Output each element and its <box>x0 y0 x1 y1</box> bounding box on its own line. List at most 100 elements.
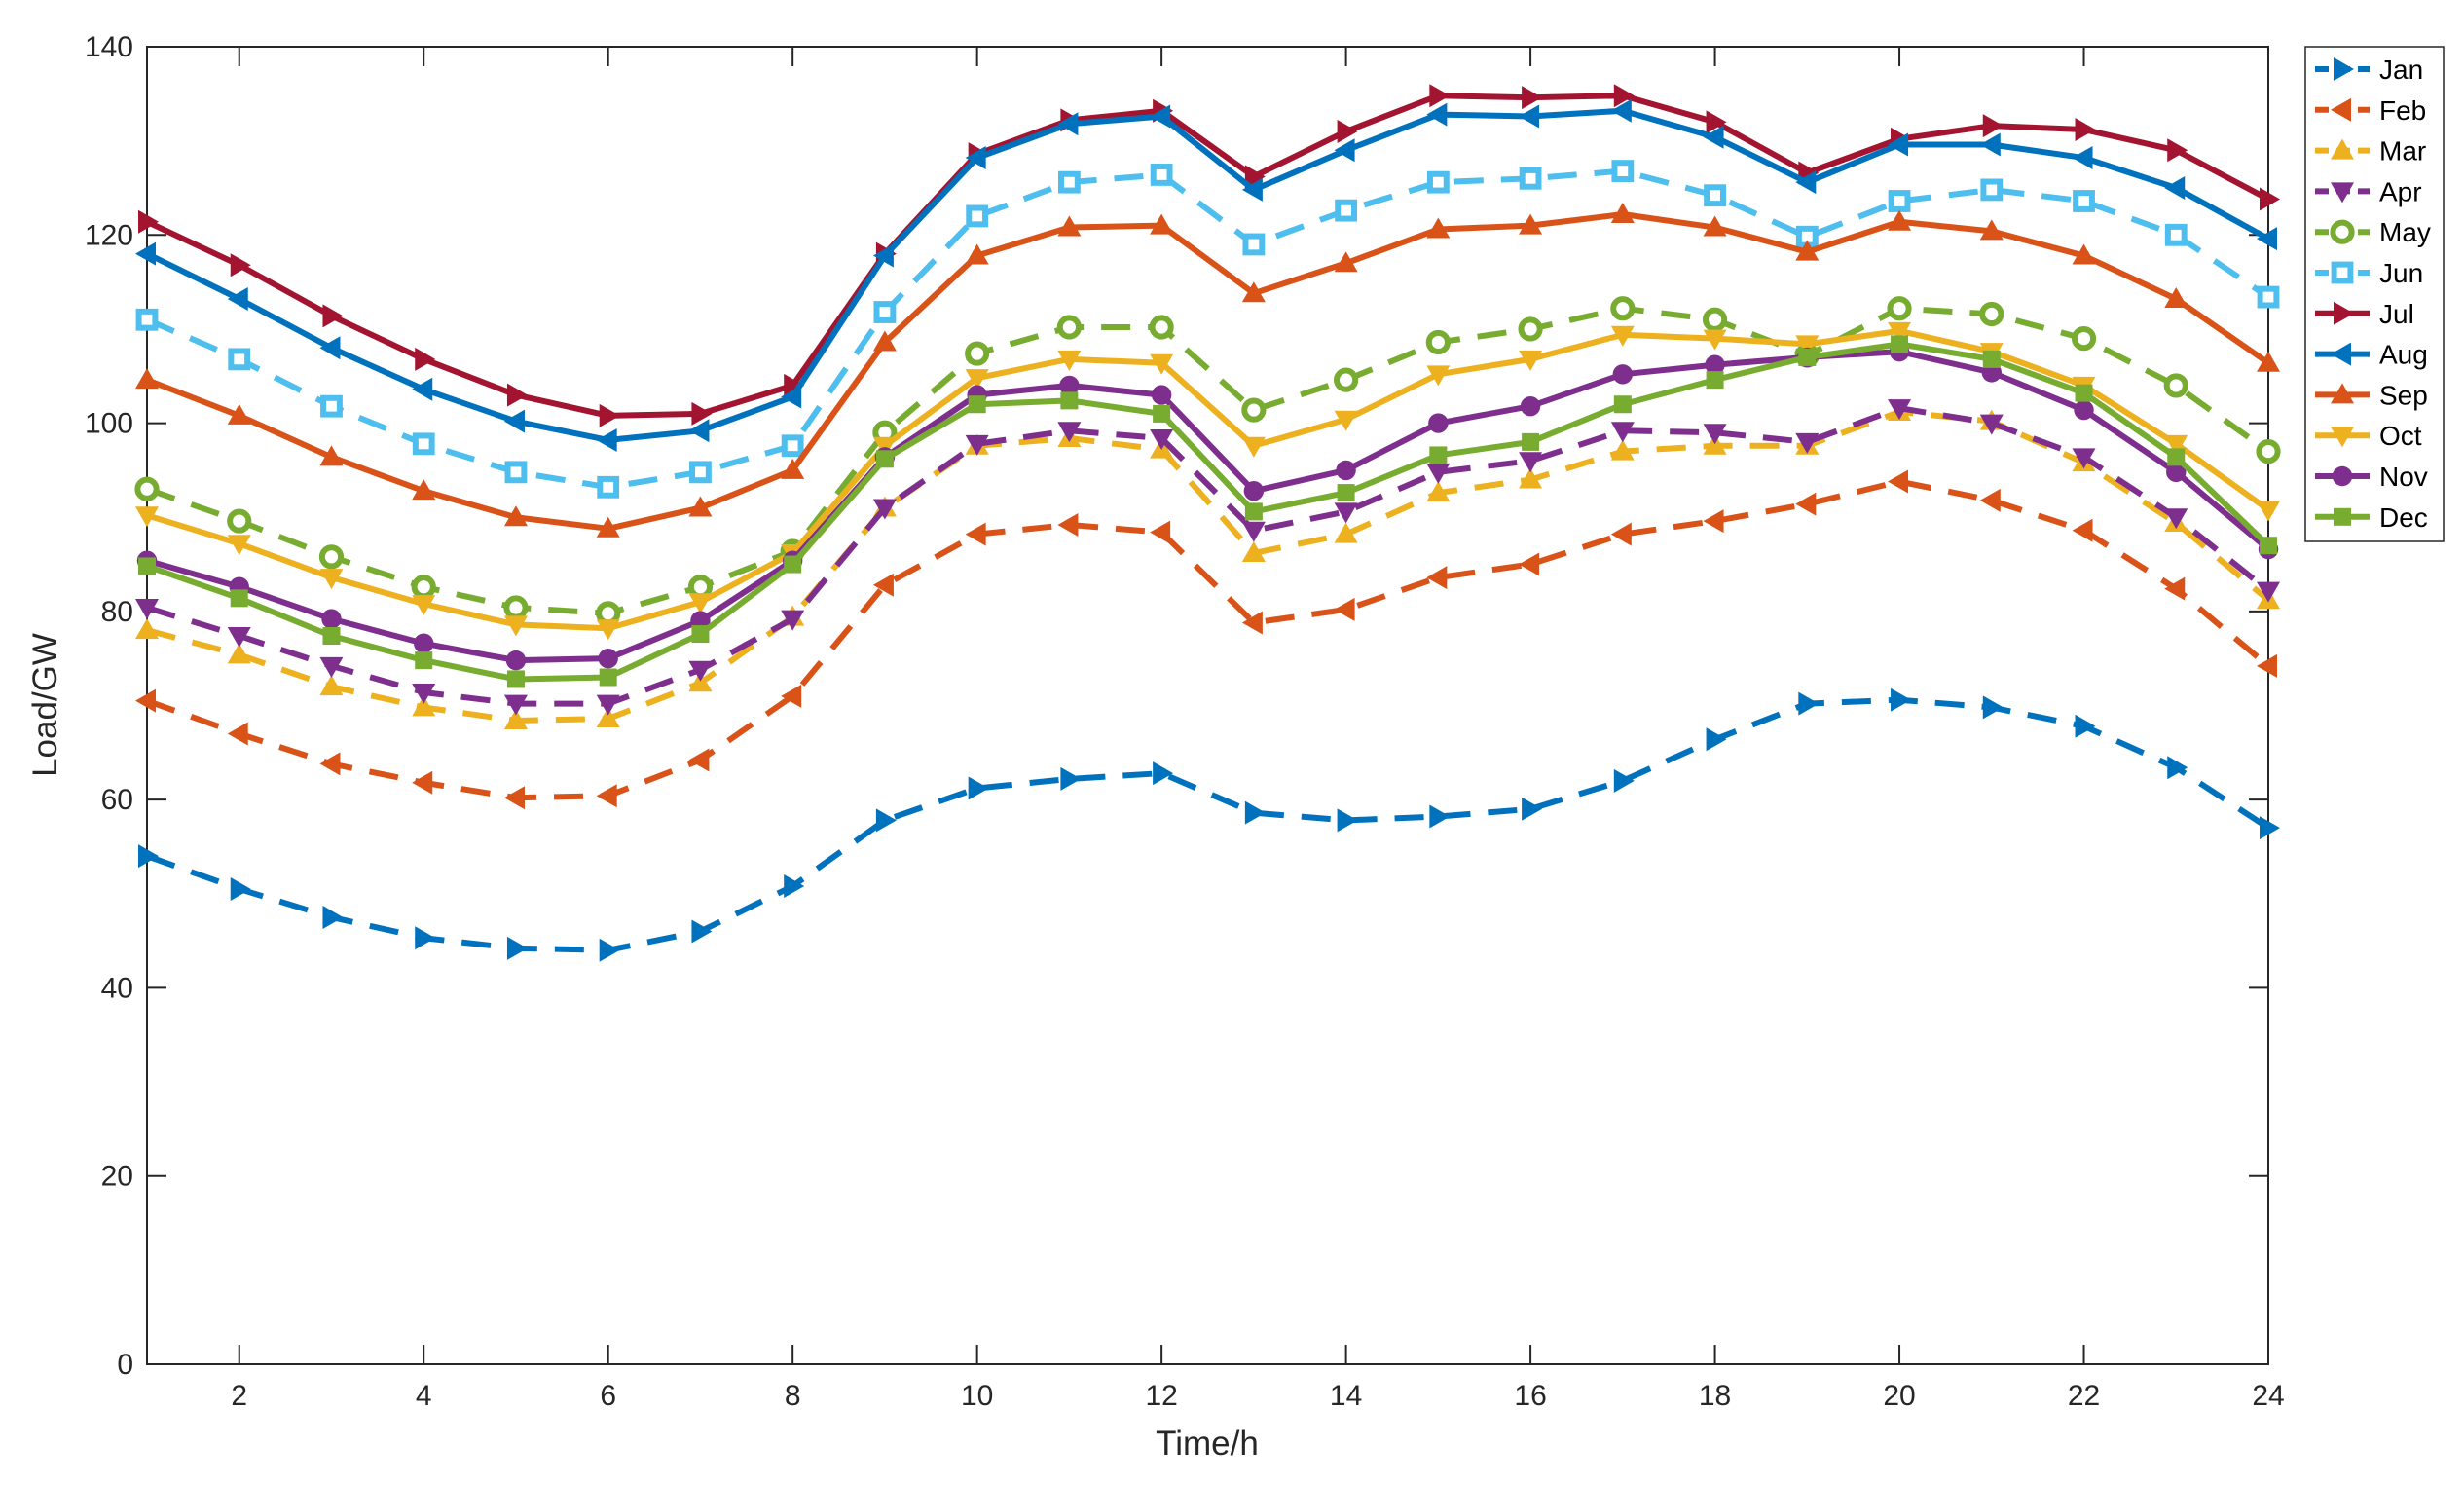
legend-label: Apr <box>2379 176 2422 206</box>
data-point <box>688 419 710 443</box>
x-tick-label: 10 <box>961 1380 993 1412</box>
data-point <box>1056 315 1082 340</box>
data-point <box>1888 469 1909 494</box>
data-point <box>2164 576 2186 601</box>
data-point <box>503 595 529 620</box>
legend-item-dec: Dec <box>2315 502 2428 533</box>
data-point <box>138 844 159 869</box>
data-point <box>2075 118 2096 142</box>
series-oct <box>135 321 2280 641</box>
data-point <box>1519 452 1543 473</box>
data-point <box>1426 170 1450 194</box>
data-point <box>322 905 344 929</box>
data-point <box>412 683 436 704</box>
data-point <box>230 876 251 901</box>
series-line-mar <box>146 408 2270 724</box>
legend-marker <box>2332 465 2353 487</box>
x-tick-label: 18 <box>1699 1380 1731 1412</box>
data-point <box>2257 227 2277 251</box>
data-point <box>1613 768 1635 793</box>
data-point <box>1149 315 1174 340</box>
data-point <box>135 618 159 640</box>
data-point <box>2167 448 2186 466</box>
series-jun <box>135 160 2280 499</box>
data-point <box>1519 467 1543 489</box>
data-point <box>1244 800 1266 825</box>
data-point <box>688 593 713 614</box>
data-point <box>1706 110 1727 134</box>
legend-marker <box>2334 301 2354 325</box>
data-point <box>2164 434 2188 456</box>
data-point <box>598 648 618 669</box>
data-point <box>2164 508 2188 530</box>
data-point <box>227 722 248 746</box>
data-point <box>2257 653 2277 678</box>
data-point <box>2164 223 2188 246</box>
data-point <box>1426 463 1451 484</box>
data-point <box>1057 350 1082 371</box>
y-tick-label: 0 <box>117 1349 133 1381</box>
data-point <box>1522 432 1540 451</box>
data-point <box>2260 537 2277 555</box>
data-point <box>1520 395 1541 417</box>
legend-marker <box>2331 261 2354 284</box>
legend-marker <box>2331 342 2351 366</box>
data-point <box>321 609 342 629</box>
data-point <box>872 243 894 268</box>
data-point <box>1519 350 1543 371</box>
data-point <box>781 434 804 458</box>
data-point <box>2260 816 2280 840</box>
data-point <box>596 707 620 728</box>
series-line-dec <box>146 341 2271 683</box>
data-point <box>227 508 252 534</box>
legend-label: Oct <box>2379 421 2422 451</box>
data-point <box>415 651 433 670</box>
data-point <box>135 368 159 390</box>
data-point <box>872 499 897 520</box>
data-point <box>1610 325 1635 347</box>
data-point <box>1057 112 1079 136</box>
legend-label: Feb <box>2379 95 2426 126</box>
legend-label: Dec <box>2379 502 2428 533</box>
data-point <box>1610 439 1635 461</box>
data-point <box>1979 219 2004 241</box>
data-point <box>1425 329 1451 355</box>
legend-marker <box>2330 219 2355 244</box>
data-point <box>1979 301 2004 327</box>
data-point <box>1334 502 1358 524</box>
data-point <box>2164 287 2188 309</box>
data-point <box>1241 521 1266 542</box>
data-point <box>318 544 345 570</box>
legend-label: Jun <box>2379 258 2423 288</box>
data-point <box>228 348 251 371</box>
data-point <box>1795 492 1817 516</box>
data-point <box>1982 695 2004 720</box>
data-point <box>1426 481 1451 502</box>
data-point <box>138 209 159 234</box>
legend-items: Jan Feb Mar Apr May Jun Jul Aug Sep Oct Nov Dec <box>2315 55 2431 533</box>
data-point <box>2167 138 2188 163</box>
data-point <box>1888 209 1912 231</box>
data-point <box>1334 522 1358 543</box>
data-point <box>1613 84 1635 108</box>
data-point <box>503 694 528 716</box>
data-point <box>135 506 159 528</box>
data-point <box>1151 385 1172 405</box>
data-point <box>596 784 617 808</box>
data-point <box>1795 432 1820 454</box>
x-tick-label: 14 <box>1330 1380 1362 1412</box>
data-point <box>1150 213 1174 235</box>
data-point <box>230 589 248 608</box>
data-point <box>599 668 617 687</box>
data-point <box>875 450 894 468</box>
data-point <box>784 373 805 397</box>
data-point <box>781 684 802 708</box>
data-point <box>1891 687 1912 712</box>
data-point <box>1610 296 1636 321</box>
data-point <box>1519 167 1542 190</box>
y-tick-label: 40 <box>101 972 133 1004</box>
data-point <box>2163 373 2188 398</box>
data-point <box>784 555 802 574</box>
legend-marker <box>2331 138 2354 160</box>
data-point <box>781 385 802 409</box>
